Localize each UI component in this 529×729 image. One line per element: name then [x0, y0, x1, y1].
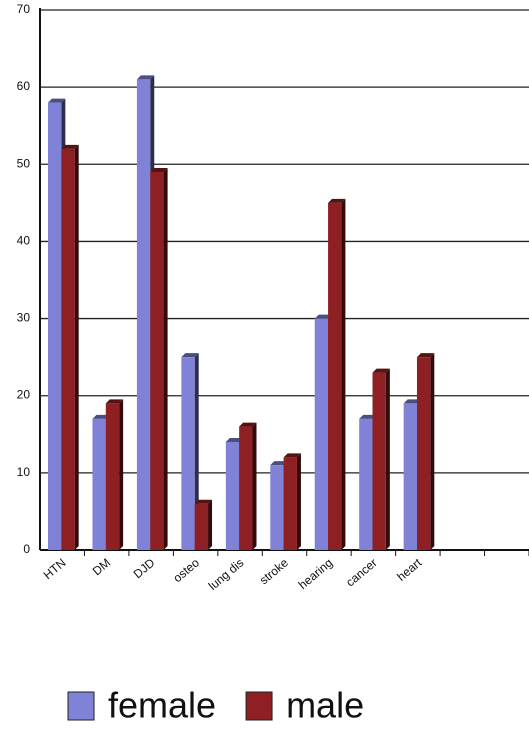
y-tick-label: 40 — [17, 233, 31, 247]
y-tick-label: 30 — [17, 311, 31, 325]
bar — [181, 357, 195, 550]
bar — [372, 372, 386, 550]
legend-swatch — [67, 691, 95, 721]
bar — [328, 202, 342, 550]
bar-side — [385, 368, 390, 550]
x-tick-label: cancer — [343, 556, 380, 590]
bar-top — [150, 168, 168, 172]
bar-top — [416, 353, 435, 358]
bar-top — [136, 75, 155, 80]
bar-top — [194, 499, 213, 504]
bar-side — [296, 453, 301, 550]
bar — [48, 102, 62, 551]
bar-top — [314, 314, 333, 319]
bar — [359, 418, 373, 550]
bar — [136, 79, 151, 550]
bar — [283, 457, 297, 550]
x-tick-label: hearing — [296, 556, 336, 592]
bar — [270, 465, 284, 550]
bar-top — [105, 399, 124, 404]
legend-swatch — [245, 691, 273, 721]
legend-label: female — [108, 685, 216, 726]
bar-side — [341, 198, 346, 550]
x-tick-label: HTN — [41, 556, 69, 583]
y-tick-label: 50 — [17, 156, 31, 170]
bar-top — [359, 414, 377, 419]
bar — [194, 503, 209, 550]
bar-side — [74, 144, 79, 550]
bar-side — [430, 353, 435, 550]
x-tick-label: DM — [90, 556, 113, 579]
y-tick-label: 60 — [17, 79, 31, 93]
bar-top — [270, 461, 288, 466]
bar-top — [372, 368, 390, 373]
y-tick-label: 20 — [17, 388, 31, 402]
bar-side — [119, 399, 124, 550]
bar — [416, 357, 431, 550]
bar-top — [181, 353, 199, 358]
x-tick-label: osteo — [170, 555, 202, 585]
bar-top — [61, 144, 79, 149]
y-tick-label: 0 — [23, 542, 30, 556]
x-tick-label: DJD — [131, 555, 158, 581]
bar-side — [252, 422, 257, 550]
bar-top — [403, 399, 421, 404]
x-tick-label: stroke — [257, 555, 291, 587]
bar-top — [239, 422, 257, 427]
bar — [239, 426, 253, 550]
bar-side — [208, 499, 213, 550]
bar-top — [92, 414, 110, 419]
bar — [150, 172, 164, 550]
y-tick-label: 70 — [17, 2, 31, 16]
x-tick-label: lung dis — [206, 556, 247, 593]
bar-top — [225, 438, 244, 442]
bar — [225, 442, 240, 550]
bar — [105, 403, 120, 550]
bar-top — [328, 198, 346, 203]
bar-top — [283, 453, 301, 458]
y-tick-label: 10 — [17, 465, 31, 479]
bar-top — [48, 98, 66, 103]
legend-label: male — [286, 685, 364, 726]
bar — [92, 418, 106, 550]
x-tick-label: heart — [394, 555, 424, 584]
bar — [314, 318, 329, 550]
bar — [403, 403, 417, 550]
bar — [61, 148, 75, 550]
bar-side — [163, 168, 168, 550]
